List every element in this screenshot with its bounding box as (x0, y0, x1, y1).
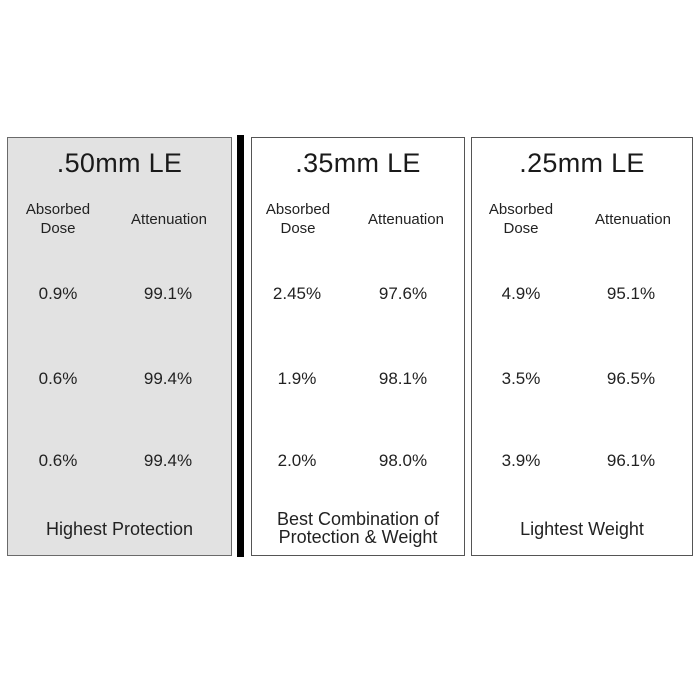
absorbed-dose-value: 3.9% (501, 451, 541, 470)
attenuation-header: Attenuation (595, 211, 671, 228)
column-panel-50mm: .50mm LE Absorbed Dose Attenuation 0.9% … (7, 137, 232, 556)
column-title: .50mm LE (56, 148, 183, 178)
attenuation-header: Attenuation (131, 211, 207, 228)
attenuation-value: 96.1% (606, 451, 656, 470)
column-footer: Lightest Weight (520, 519, 644, 539)
absorbed-dose-header: Absorbed Dose (488, 201, 554, 237)
column-panel-35mm: .35mm LE Absorbed Dose Attenuation 2.45%… (251, 137, 465, 556)
column-title: .25mm LE (519, 148, 645, 178)
column-footer: Best Combination of Protection & Weight (276, 509, 440, 547)
attenuation-value: 95.1% (606, 284, 656, 303)
attenuation-value: 99.4% (143, 369, 193, 388)
absorbed-dose-value: 0.9% (38, 284, 78, 303)
absorbed-dose-value: 0.6% (38, 451, 78, 470)
attenuation-value: 98.1% (378, 369, 428, 388)
column-panel-25mm: .25mm LE Absorbed Dose Attenuation 4.9% … (471, 137, 693, 556)
attenuation-value: 96.5% (606, 369, 656, 388)
column-divider (237, 135, 244, 557)
attenuation-value: 99.4% (143, 451, 193, 470)
absorbed-dose-value: 4.9% (501, 284, 541, 303)
absorbed-dose-value: 2.0% (277, 451, 317, 470)
absorbed-dose-value: 1.9% (277, 369, 317, 388)
absorbed-dose-header: Absorbed Dose (265, 201, 331, 237)
attenuation-value: 98.0% (378, 451, 428, 470)
column-footer: Highest Protection (45, 519, 194, 539)
attenuation-header: Attenuation (368, 211, 444, 228)
column-title: .35mm LE (295, 148, 421, 178)
absorbed-dose-value: 0.6% (38, 369, 78, 388)
absorbed-dose-header: Absorbed Dose (25, 201, 91, 237)
attenuation-value: 97.6% (378, 284, 428, 303)
absorbed-dose-value: 3.5% (501, 369, 541, 388)
absorbed-dose-value: 2.45% (272, 284, 322, 303)
attenuation-value: 99.1% (143, 284, 193, 303)
